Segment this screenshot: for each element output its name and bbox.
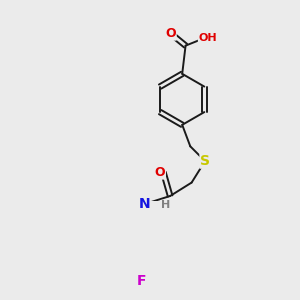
Text: F: F bbox=[136, 274, 146, 288]
Text: H: H bbox=[161, 200, 170, 210]
Text: OH: OH bbox=[198, 33, 217, 43]
Text: S: S bbox=[200, 154, 210, 168]
Text: N: N bbox=[139, 197, 150, 211]
Text: O: O bbox=[155, 166, 165, 179]
Text: O: O bbox=[166, 27, 176, 40]
